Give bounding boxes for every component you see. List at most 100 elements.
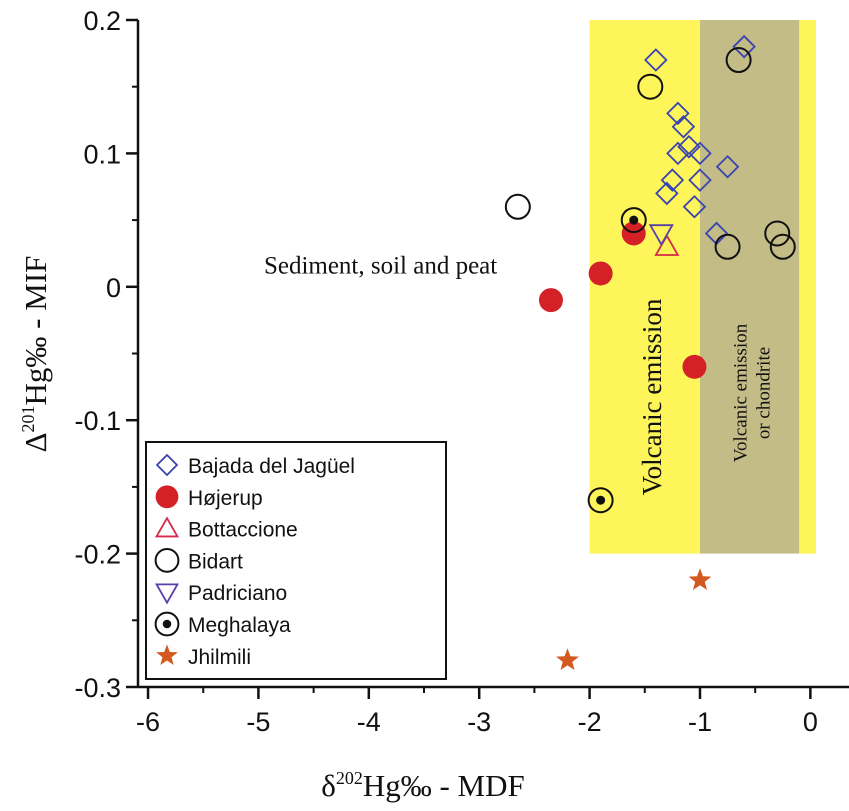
chondrite-label-line-1: Volcanic emission	[731, 323, 752, 462]
sediment-annotation: Sediment, soil and peat	[264, 252, 497, 279]
x-axis-title-text: Hg‰ - MDF	[363, 768, 525, 803]
legend-marker-meghalaya-shape	[154, 611, 180, 637]
x-tick-label: -2	[578, 707, 602, 737]
x-axis-title: δ202Hg‰ - MDF	[321, 768, 525, 803]
y-tick-label: -0.2	[74, 540, 121, 570]
point-bidart	[714, 233, 741, 260]
x-tick-label: -1	[688, 707, 712, 737]
y-tick-label: -0.3	[74, 673, 121, 703]
point-bajada-del-jag-el	[688, 168, 712, 192]
point-bajada-del-jag-el-shape	[666, 141, 690, 166]
point-bidart	[769, 233, 796, 260]
point-h-jerup	[588, 261, 613, 286]
point-meghalaya-shape	[587, 487, 614, 514]
point-bajada-del-jag-el-shape	[660, 168, 685, 192]
point-bajada-del-jag-el	[688, 141, 712, 166]
legend-label-padriciano: Padriciano	[188, 582, 287, 605]
point-meghalaya	[620, 207, 647, 234]
legend: Bajada del Jagüel Højerup Bottaccione Bidar…	[145, 441, 447, 680]
legend-label-jhilmili: Jhilmili	[188, 646, 251, 669]
point-padriciano-shape	[648, 224, 674, 247]
point-h-jerup	[538, 288, 563, 313]
volcanic-emission-label: Volcanic emission	[637, 298, 667, 495]
y-axis-title: Δ201Hg‰ - MIF	[18, 256, 53, 453]
point-bidart	[504, 193, 531, 220]
annotation-layer: Sediment, soil and peat Volcanic emission…	[264, 252, 775, 495]
point-jhilmili-shape	[688, 568, 712, 590]
point-bajada-del-jag-el-shape	[732, 34, 756, 59]
axes-layer: 0.20.10-0.1-0.2-0.3-6 -5 -4 -3 -2 -1 0δ202Hg‰ …	[18, 6, 849, 803]
region-2	[799, 20, 816, 554]
x-tick-label: -5	[246, 707, 270, 737]
legend-marker-meghalaya-dot	[162, 619, 172, 629]
legend-marker-bidart-shape	[154, 548, 180, 573]
point-bajada-del-jag-el-shape	[688, 141, 712, 166]
point-bajada-del-jag-el	[732, 34, 756, 59]
legend-label-bidart: Bidart	[188, 550, 243, 573]
point-bajada-del-jag-el-shape	[655, 181, 679, 206]
legend-box	[145, 441, 447, 680]
point-bajada-del-jag-el	[682, 194, 707, 219]
point-bidart-shape	[637, 73, 664, 100]
point-jhilmili	[556, 648, 579, 671]
y-tick-label: 0	[106, 273, 121, 303]
point-bajada-del-jag-el	[677, 134, 701, 159]
legend-marker-meghalaya	[154, 611, 180, 637]
point-bidart	[764, 220, 791, 247]
point-bajada-del-jag-el	[671, 114, 696, 139]
point-bajada-del-jag-el	[666, 141, 690, 166]
point-h-jerup	[682, 354, 707, 379]
point-bajada-del-jag-el-shape	[671, 114, 696, 139]
region-0	[589, 20, 700, 554]
legend-marker-bottaccione-shape	[154, 516, 180, 538]
point-bajada-del-jag-el	[644, 48, 668, 72]
point-bidart	[637, 73, 664, 100]
y-tick-label: 0.2	[83, 6, 121, 36]
chondrite-label-line-2: or chondrite	[754, 347, 775, 439]
legend-marker-bajada-del-jag-el-shape	[155, 453, 179, 477]
point-h-jerup-shape	[538, 288, 563, 313]
legend-label-bajada-del-jag-el: Bajada del Jagüel	[188, 455, 355, 478]
point-bidart-shape	[504, 193, 531, 220]
legend-marker-h-jerup	[155, 485, 179, 509]
region-layer	[589, 20, 816, 554]
point-bajada-del-jag-el-shape	[666, 101, 690, 126]
point-meghalaya	[587, 487, 614, 514]
point-bidart-shape	[725, 47, 752, 74]
x-tick-label: -4	[357, 707, 381, 737]
y-axis-title-symbol: Δ	[18, 432, 53, 452]
point-bajada-del-jag-el-shape	[715, 154, 740, 179]
point-h-jerup-shape	[621, 221, 646, 246]
point-bajada-del-jag-el-shape	[677, 134, 701, 159]
point-meghalaya-dot	[596, 495, 606, 505]
point-jhilmili-shape	[556, 648, 579, 671]
point-padriciano	[648, 224, 674, 247]
x-tick-label: -6	[136, 707, 160, 737]
point-h-jerup-shape	[682, 354, 707, 379]
legend-marker-bottaccione	[154, 516, 180, 538]
point-bajada-del-jag-el-shape	[688, 168, 712, 192]
legend-label-h-jerup: Højerup	[188, 487, 263, 510]
legend-marker-h-jerup-shape	[155, 485, 179, 509]
point-bajada-del-jag-el	[715, 154, 740, 179]
region-1	[699, 20, 800, 554]
point-bidart-shape	[714, 233, 741, 260]
legend-marker-padriciano	[154, 583, 180, 605]
point-bidart-shape	[764, 220, 791, 247]
x-axis-title-isotope: 202	[336, 768, 363, 788]
y-axis-title-text: Hg‰ - MIF	[18, 256, 53, 406]
point-h-jerup-shape	[588, 261, 613, 286]
point-h-jerup	[621, 221, 646, 246]
point-jhilmili	[688, 568, 712, 590]
point-bajada-del-jag-el	[660, 168, 685, 192]
legend-label-bottaccione: Bottaccione	[188, 519, 298, 542]
x-axis-title-symbol: δ	[321, 768, 336, 803]
y-tick-label: 0.1	[83, 139, 121, 169]
point-bajada-del-jag-el	[666, 101, 690, 126]
point-meghalaya-shape	[620, 207, 647, 234]
legend-marker-jhilmili-shape	[156, 644, 178, 666]
data-points-layer	[504, 34, 796, 671]
x-tick-label: -3	[467, 707, 491, 737]
legend-marker-bidart	[154, 548, 180, 573]
